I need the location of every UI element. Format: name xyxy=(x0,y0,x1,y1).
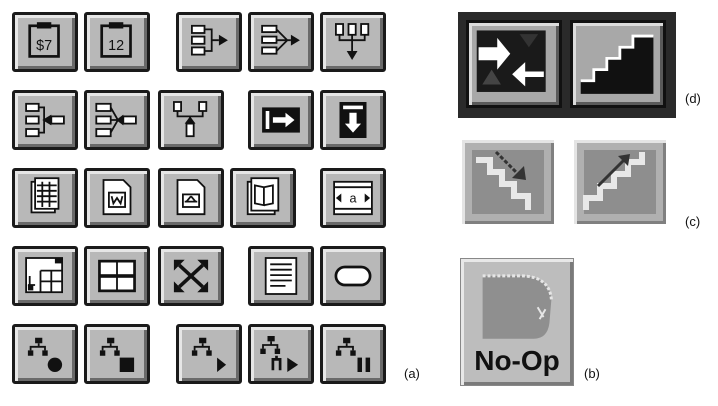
book-doc-button[interactable] xyxy=(230,168,296,228)
oval-icon xyxy=(334,265,372,287)
tree-circle-icon xyxy=(27,337,63,372)
document-text-icon xyxy=(264,257,298,295)
clipboard-number-button[interactable]: 12 xyxy=(84,12,150,72)
text-box-letter: a xyxy=(349,192,356,206)
tree-down-arrow-button[interactable] xyxy=(320,12,386,72)
tree-left-arrow-icon xyxy=(25,102,65,138)
tree-stop-button[interactable] xyxy=(84,324,150,384)
merge-right-arrow-button[interactable] xyxy=(248,12,314,72)
panel-d xyxy=(458,12,676,118)
tree-up-arrow-icon xyxy=(173,101,208,138)
spreadsheet-doc-button[interactable] xyxy=(12,168,78,228)
clipboard-price-button[interactable]: $7 xyxy=(12,12,78,72)
stairs-down-button[interactable] xyxy=(462,140,554,224)
tree-play-button[interactable] xyxy=(176,324,242,384)
caption-a: (a) xyxy=(404,366,420,381)
clipboard-icon: $7 xyxy=(28,22,60,58)
split-left-arrow-button[interactable] xyxy=(84,90,150,150)
move-right-icon xyxy=(262,107,300,133)
drawing-doc-icon xyxy=(176,179,206,216)
tree-left-arrow-button[interactable] xyxy=(12,90,78,150)
caption-b: (b) xyxy=(584,366,600,381)
tree-right-arrow-button[interactable] xyxy=(176,12,242,72)
document-text-button[interactable] xyxy=(248,246,314,306)
grid-layout-icon xyxy=(98,259,136,293)
move-down-icon xyxy=(339,102,367,138)
tree-up-arrow-button[interactable] xyxy=(158,90,224,150)
terminal-shape-button[interactable] xyxy=(320,246,386,306)
tree-square-icon xyxy=(99,337,135,372)
merge-right-arrow-icon xyxy=(261,24,300,55)
expand-button[interactable] xyxy=(158,246,224,306)
staircase-button[interactable] xyxy=(570,20,666,108)
no-op-label: No-Op xyxy=(474,345,560,376)
no-op-button[interactable]: No-Op xyxy=(460,258,574,386)
grid-layout-button[interactable] xyxy=(84,246,150,306)
stairs-up-button[interactable] xyxy=(574,140,666,224)
stairs-down-icon xyxy=(472,150,544,214)
tree-pause-button[interactable] xyxy=(320,324,386,384)
split-left-arrow-icon xyxy=(95,102,137,138)
caption-c: (c) xyxy=(685,214,701,229)
expand-arrows-icon xyxy=(173,259,209,293)
clipboard-number-text: 12 xyxy=(108,38,124,54)
text-box-icon: a xyxy=(333,180,373,216)
book-icon xyxy=(246,177,280,216)
spreadsheet-icon xyxy=(30,177,60,214)
clipboard-price-text: $7 xyxy=(36,38,52,54)
tree-pause-icon xyxy=(335,337,371,372)
quadrant-arrows-icon xyxy=(476,30,546,92)
clipboard-icon: 12 xyxy=(100,22,132,58)
tree-step-play-button[interactable] xyxy=(248,324,314,384)
table-layout-icon xyxy=(25,257,63,294)
tree-play-icon xyxy=(191,337,227,372)
stairs-up-icon xyxy=(583,150,656,214)
move-down-button[interactable] xyxy=(320,90,386,150)
tree-step-play-icon xyxy=(260,336,299,372)
word-doc-button[interactable] xyxy=(84,168,150,228)
no-op-icon xyxy=(482,274,553,339)
table-layout-button[interactable] xyxy=(12,246,78,306)
tree-right-arrow-icon xyxy=(191,24,228,56)
move-right-button[interactable] xyxy=(248,90,314,150)
drawing-doc-button[interactable] xyxy=(158,168,224,228)
tree-down-arrow-icon xyxy=(335,23,370,60)
text-box-expand-button[interactable]: a xyxy=(320,168,386,228)
caption-d: (d) xyxy=(685,91,701,106)
tree-record-button[interactable] xyxy=(12,324,78,384)
staircase-icon xyxy=(580,34,654,94)
word-doc-icon xyxy=(102,179,132,216)
arrows-quadrant-button[interactable] xyxy=(466,20,562,108)
